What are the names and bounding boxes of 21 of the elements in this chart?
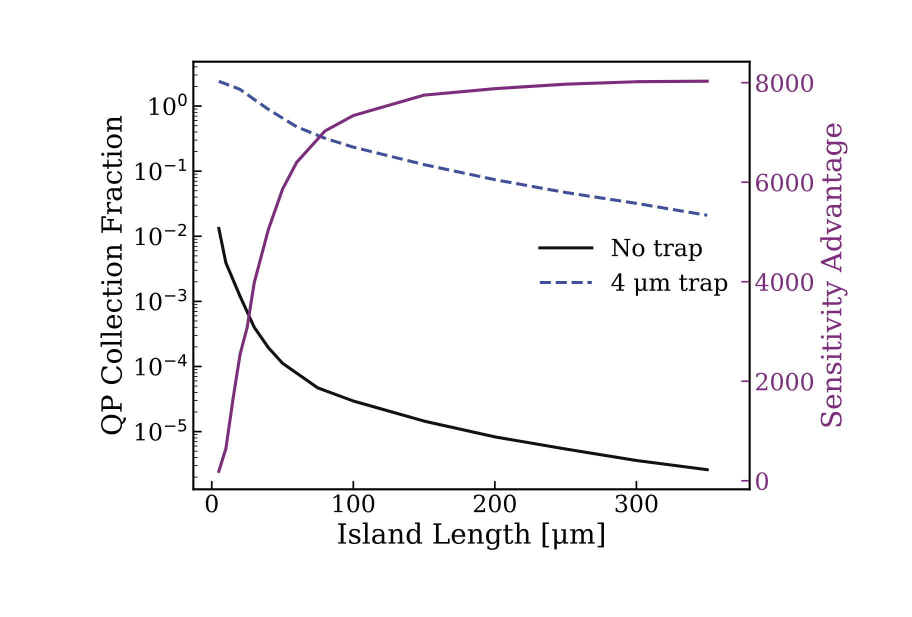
- y-axis-title: QP Collection Fraction: [100, 116, 126, 434]
- y-tick-label: 10$^{−3}$: [136, 288, 186, 310]
- y-tick-label: 10$^{−5}$: [136, 419, 186, 441]
- y2-tick-label: 2000: [756, 372, 814, 391]
- x-tick-label: 100: [334, 494, 374, 512]
- x-tick-label: 0: [206, 494, 218, 512]
- x-tick-label: 300: [616, 494, 658, 512]
- line-series: [217, 80, 709, 217]
- x-axis-title: Island Length [μm]: [338, 522, 604, 550]
- legend-label: No trap: [612, 238, 702, 262]
- y2-tick-label: 0: [756, 472, 768, 490]
- y2-tick-label: 6000: [756, 174, 814, 192]
- y-tick-label: 10$^{−2}$: [136, 224, 186, 246]
- y-tick-label: 10$^{−1}$: [136, 158, 186, 180]
- legend-label: 4 μm trap: [611, 273, 728, 296]
- y2-tick-label: 4000: [755, 273, 814, 292]
- y-tick-label: 10$^{0}$: [150, 94, 187, 116]
- x-tick-label: 200: [474, 494, 516, 512]
- y-tick-label: 10$^{−4}$: [136, 354, 187, 376]
- y2-tick-label: 8000: [756, 74, 814, 92]
- y2-axis-title: Sensitivity Advantage: [820, 124, 848, 427]
